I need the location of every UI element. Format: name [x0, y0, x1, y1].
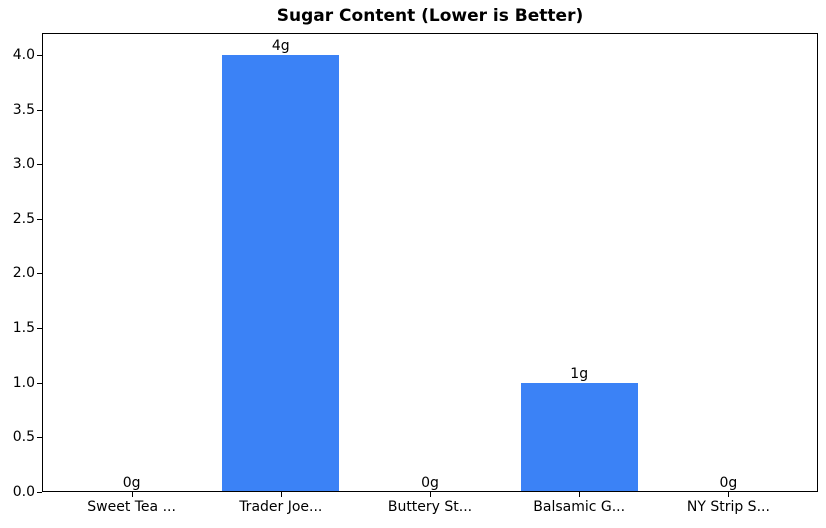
x-tick-label: Trader Joe... — [239, 499, 323, 515]
y-tick-mark — [37, 109, 42, 111]
bar-value-label: 0g — [122, 475, 141, 491]
bar — [520, 382, 638, 491]
y-tick-label: 1.5 — [12, 320, 35, 337]
bar — [222, 54, 340, 491]
x-tick-mark — [280, 492, 282, 497]
bar-value-label: 4g — [271, 37, 290, 54]
x-tick-mark — [430, 492, 431, 497]
y-tick-label: 3.5 — [12, 101, 35, 118]
y-tick-mark — [37, 437, 42, 439]
y-tick-mark — [37, 382, 42, 384]
y-tick-label: 2.0 — [12, 265, 35, 282]
y-tick-label: 4.0 — [12, 46, 35, 63]
y-tick-mark — [37, 164, 42, 166]
y-tick-label: 2.5 — [12, 210, 35, 227]
plot-area — [42, 33, 818, 492]
bar-value-label: 0g — [421, 475, 439, 491]
bar-value-label: 1g — [570, 365, 589, 382]
bar-value-label: 0g — [719, 475, 738, 491]
y-tick-mark — [37, 328, 42, 330]
x-tick-label: Buttery St... — [387, 499, 473, 515]
y-tick-mark — [37, 218, 42, 220]
x-tick-label: Balsamic G... — [533, 499, 626, 515]
x-tick-mark — [579, 492, 581, 497]
chart-title: Sugar Content (Lower is Better) — [276, 6, 584, 26]
x-tick-label: Sweet Tea ... — [87, 499, 176, 515]
y-tick-mark — [37, 54, 42, 56]
y-tick-label: 3.0 — [12, 156, 35, 173]
y-tick-mark — [37, 492, 42, 493]
x-tick-mark — [728, 492, 730, 497]
y-tick-label: 0.0 — [12, 484, 35, 500]
x-tick-label: NY Strip S... — [686, 499, 770, 515]
y-tick-label: 1.0 — [12, 374, 35, 391]
x-tick-mark — [131, 492, 133, 497]
y-tick-mark — [37, 273, 42, 275]
y-tick-label: 0.5 — [12, 429, 35, 446]
